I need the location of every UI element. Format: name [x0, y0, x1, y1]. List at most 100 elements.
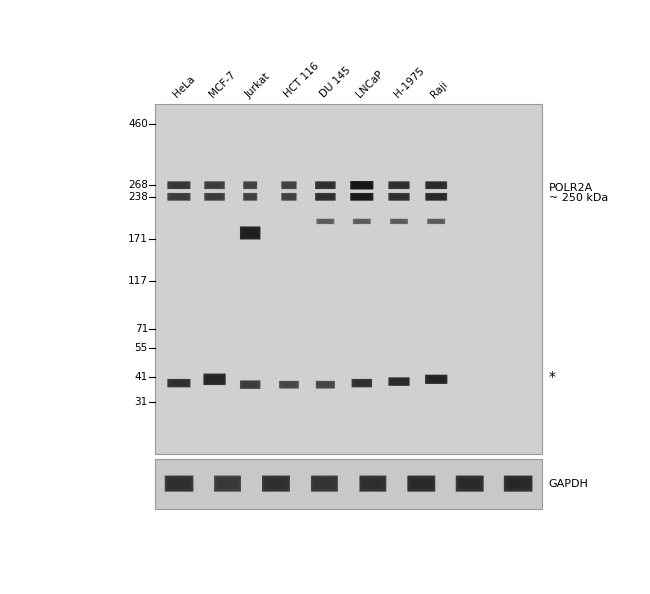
FancyBboxPatch shape [266, 481, 285, 487]
FancyBboxPatch shape [363, 479, 383, 488]
FancyBboxPatch shape [283, 195, 294, 199]
FancyBboxPatch shape [426, 182, 446, 188]
FancyBboxPatch shape [204, 181, 225, 189]
FancyBboxPatch shape [245, 183, 255, 187]
Text: MCF-7: MCF-7 [207, 69, 237, 100]
FancyBboxPatch shape [318, 219, 333, 223]
FancyBboxPatch shape [317, 219, 334, 224]
FancyBboxPatch shape [283, 194, 295, 200]
FancyBboxPatch shape [392, 220, 406, 223]
FancyBboxPatch shape [168, 182, 189, 188]
FancyBboxPatch shape [168, 479, 190, 488]
FancyBboxPatch shape [315, 481, 333, 487]
FancyBboxPatch shape [315, 181, 335, 189]
FancyBboxPatch shape [170, 481, 188, 487]
FancyBboxPatch shape [206, 376, 223, 383]
FancyBboxPatch shape [204, 193, 225, 201]
FancyBboxPatch shape [316, 182, 335, 188]
FancyBboxPatch shape [164, 476, 194, 492]
FancyBboxPatch shape [171, 184, 187, 187]
FancyBboxPatch shape [243, 383, 257, 387]
Text: ~ 250 kDa: ~ 250 kDa [549, 192, 608, 203]
FancyBboxPatch shape [284, 195, 294, 198]
FancyBboxPatch shape [241, 381, 259, 388]
FancyBboxPatch shape [352, 379, 372, 387]
FancyBboxPatch shape [460, 481, 479, 487]
FancyBboxPatch shape [244, 194, 256, 200]
FancyBboxPatch shape [208, 184, 221, 187]
FancyBboxPatch shape [318, 220, 333, 223]
FancyBboxPatch shape [244, 194, 256, 200]
FancyBboxPatch shape [351, 181, 373, 189]
FancyBboxPatch shape [169, 479, 189, 488]
FancyBboxPatch shape [389, 182, 409, 188]
FancyBboxPatch shape [244, 383, 257, 386]
FancyBboxPatch shape [167, 181, 190, 189]
FancyBboxPatch shape [355, 220, 369, 223]
FancyBboxPatch shape [318, 194, 333, 199]
FancyBboxPatch shape [428, 219, 445, 224]
FancyBboxPatch shape [169, 194, 188, 200]
Text: 171: 171 [128, 234, 148, 244]
FancyBboxPatch shape [426, 375, 447, 384]
FancyBboxPatch shape [389, 378, 409, 386]
FancyBboxPatch shape [318, 183, 333, 187]
FancyBboxPatch shape [413, 481, 430, 486]
FancyBboxPatch shape [352, 194, 372, 200]
FancyBboxPatch shape [168, 193, 190, 200]
FancyBboxPatch shape [457, 477, 482, 490]
FancyBboxPatch shape [350, 193, 373, 201]
Text: POLR2A: POLR2A [549, 184, 593, 193]
FancyBboxPatch shape [207, 377, 222, 382]
Text: 268: 268 [128, 180, 148, 190]
FancyBboxPatch shape [168, 380, 189, 387]
FancyBboxPatch shape [461, 481, 478, 486]
FancyBboxPatch shape [207, 195, 222, 199]
Text: 238: 238 [128, 192, 148, 202]
FancyBboxPatch shape [311, 476, 338, 492]
FancyBboxPatch shape [412, 481, 430, 487]
FancyBboxPatch shape [388, 181, 410, 189]
FancyBboxPatch shape [354, 195, 369, 198]
FancyBboxPatch shape [203, 374, 226, 385]
FancyBboxPatch shape [206, 194, 223, 200]
FancyBboxPatch shape [242, 229, 258, 237]
FancyBboxPatch shape [208, 195, 221, 198]
FancyBboxPatch shape [281, 383, 296, 387]
FancyBboxPatch shape [207, 377, 222, 382]
FancyBboxPatch shape [317, 219, 333, 224]
FancyBboxPatch shape [171, 381, 187, 386]
FancyBboxPatch shape [208, 377, 222, 381]
FancyBboxPatch shape [172, 195, 186, 198]
FancyBboxPatch shape [318, 195, 332, 198]
FancyBboxPatch shape [263, 476, 289, 491]
FancyBboxPatch shape [391, 194, 408, 200]
FancyBboxPatch shape [391, 183, 407, 187]
FancyBboxPatch shape [428, 377, 445, 382]
FancyBboxPatch shape [391, 379, 407, 384]
FancyBboxPatch shape [282, 194, 296, 200]
FancyBboxPatch shape [392, 195, 406, 198]
FancyBboxPatch shape [208, 184, 222, 187]
FancyBboxPatch shape [282, 383, 296, 387]
FancyBboxPatch shape [390, 194, 408, 200]
FancyBboxPatch shape [389, 193, 409, 200]
FancyBboxPatch shape [354, 219, 369, 223]
FancyBboxPatch shape [318, 382, 333, 387]
FancyBboxPatch shape [206, 182, 223, 188]
FancyBboxPatch shape [426, 193, 447, 200]
FancyBboxPatch shape [354, 219, 370, 224]
FancyBboxPatch shape [393, 380, 406, 383]
FancyBboxPatch shape [319, 195, 332, 198]
FancyBboxPatch shape [354, 380, 370, 386]
FancyBboxPatch shape [410, 478, 432, 489]
FancyBboxPatch shape [425, 193, 447, 201]
FancyBboxPatch shape [265, 478, 287, 489]
FancyBboxPatch shape [205, 375, 224, 384]
FancyBboxPatch shape [280, 381, 298, 388]
FancyBboxPatch shape [166, 476, 193, 491]
FancyBboxPatch shape [352, 380, 371, 387]
FancyBboxPatch shape [391, 380, 407, 384]
FancyBboxPatch shape [360, 476, 385, 491]
FancyBboxPatch shape [353, 194, 370, 199]
